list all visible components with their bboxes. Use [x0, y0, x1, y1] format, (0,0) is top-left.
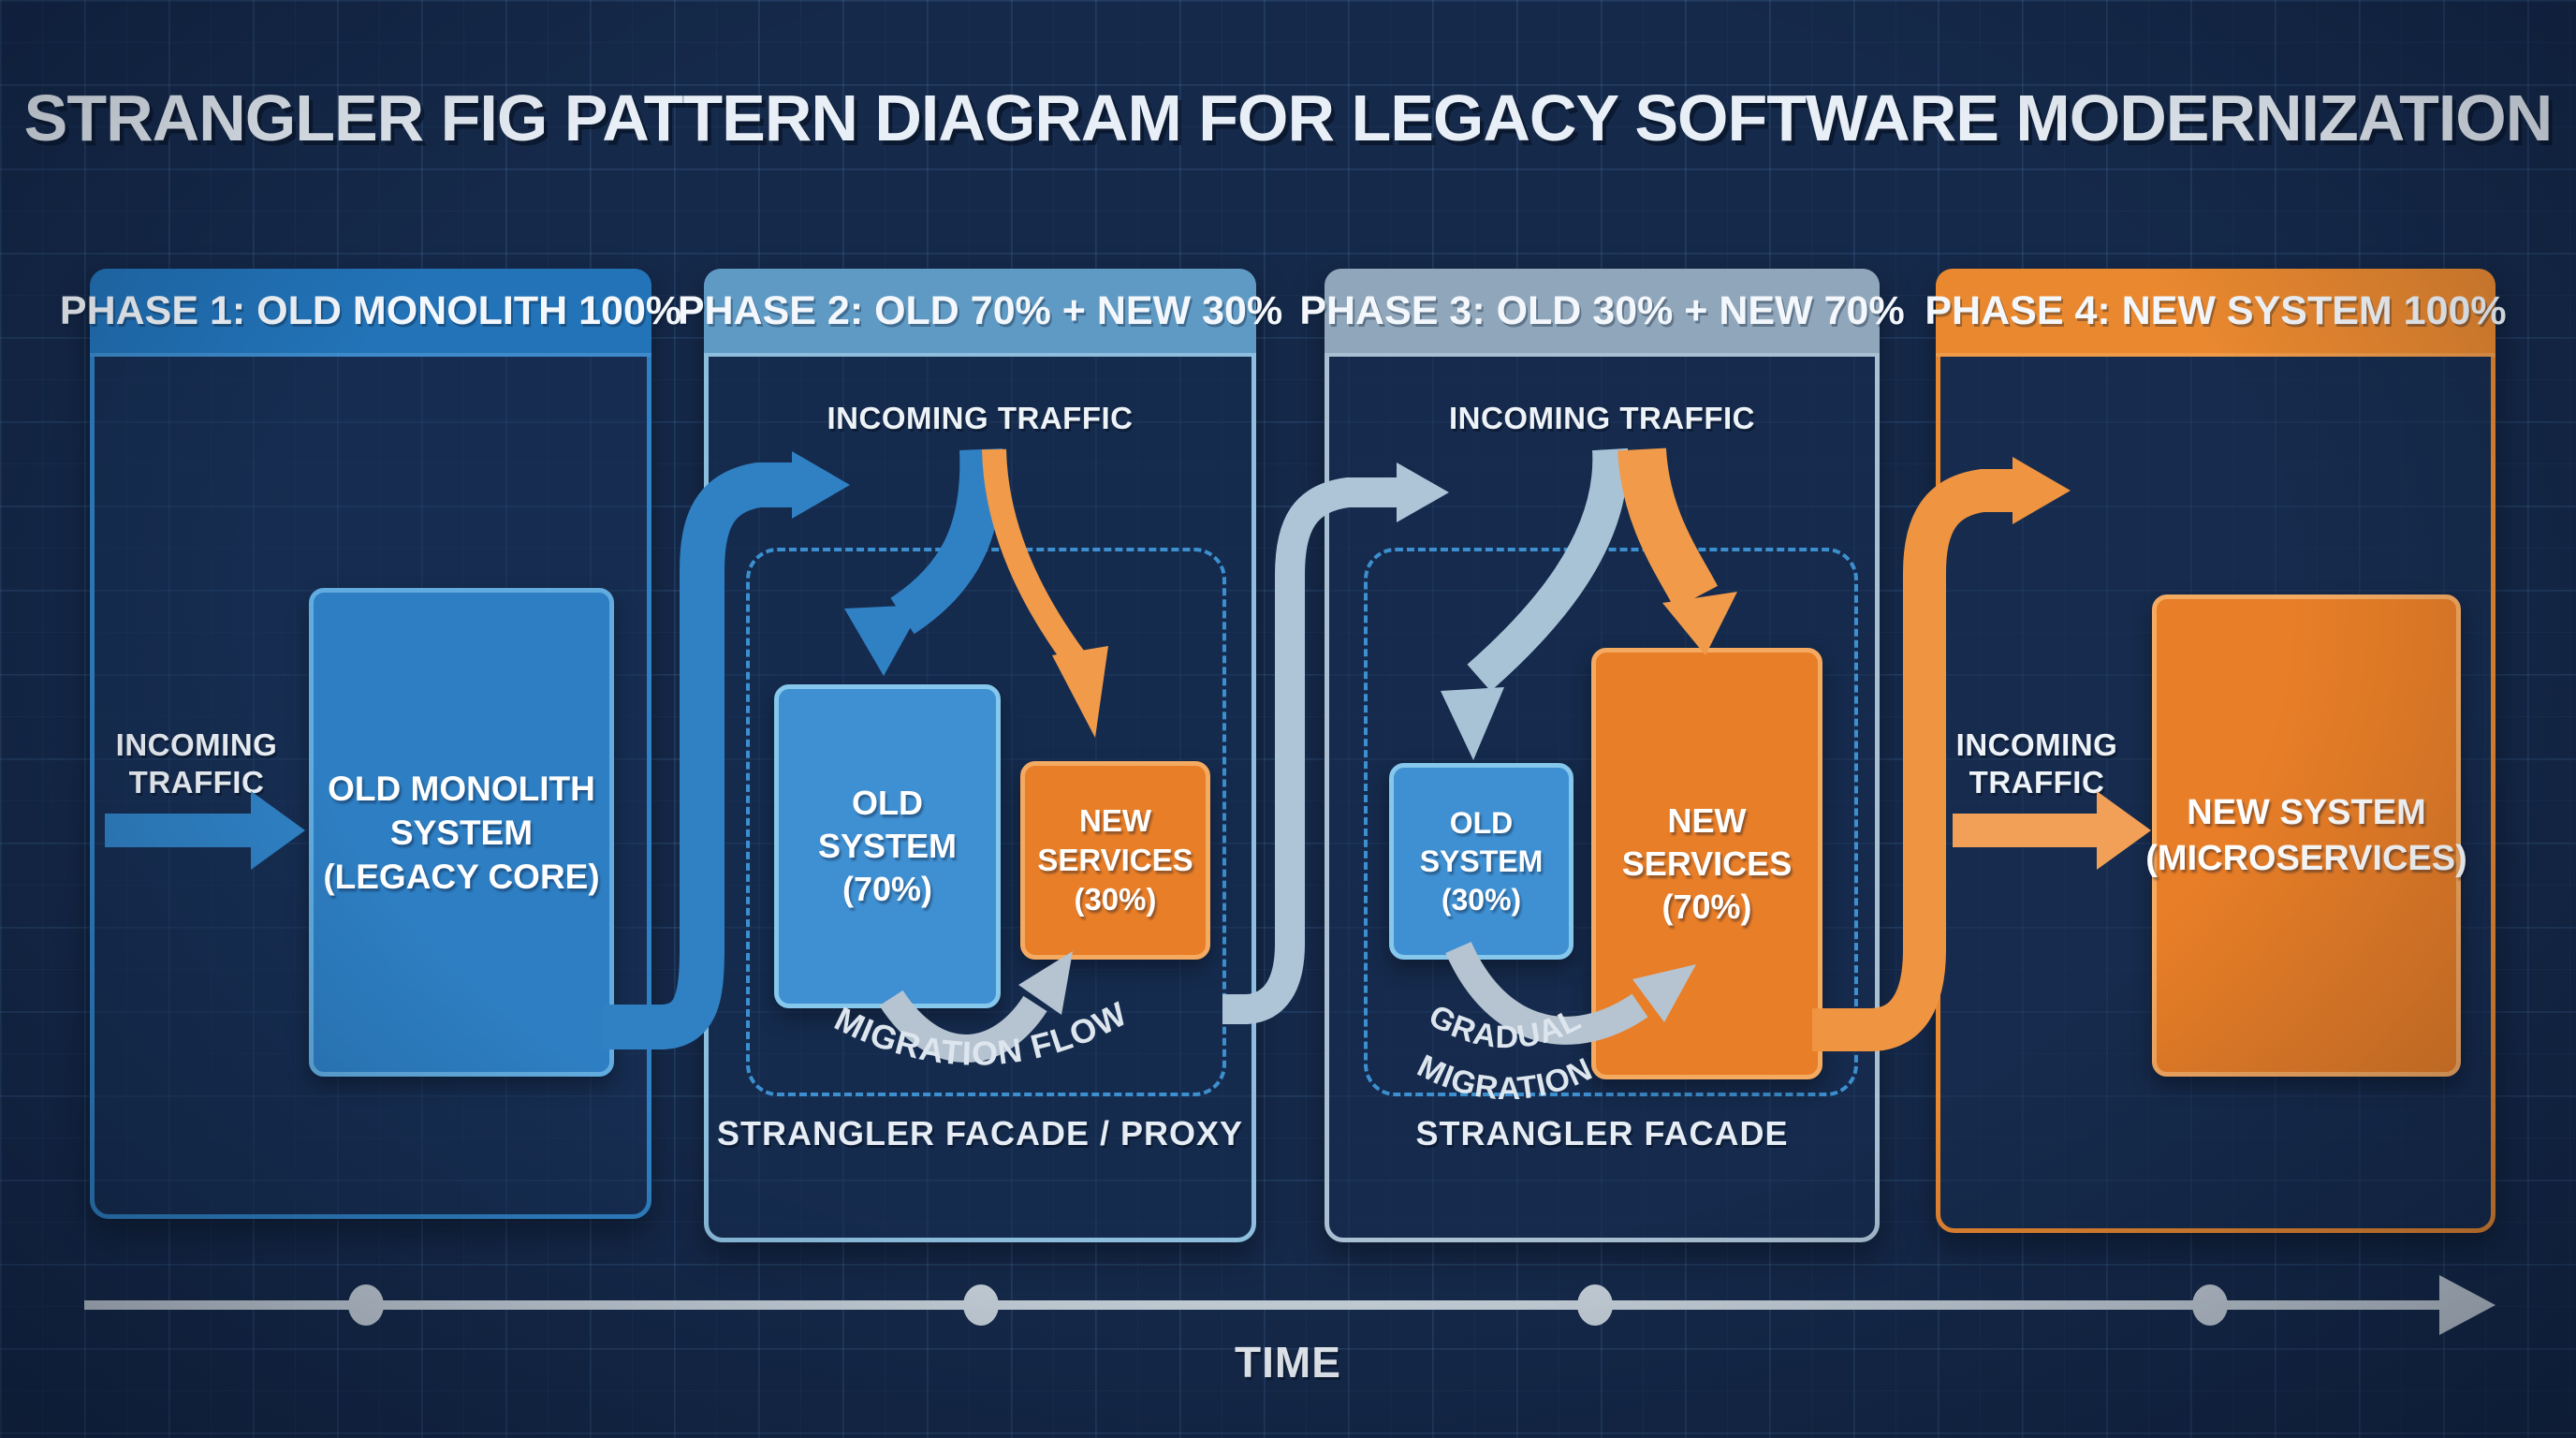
- timeline-arrowhead: [2439, 1275, 2496, 1335]
- phase3-strangler-facade-label: STRANGLER FACADE: [1415, 1114, 1789, 1152]
- phase3-panel: PHASE 3: OLD 30% + NEW 70% INCOMING TRAF…: [1299, 269, 1905, 1242]
- phase4-incoming-traffic-label: INCOMING TRAFFIC: [1955, 727, 2118, 800]
- timeline-time-label: TIME: [1235, 1338, 1341, 1387]
- phase2-panel: PHASE 2: OLD 70% + NEW 30% INCOMING TRAF…: [678, 269, 1282, 1242]
- phase2-old-system-node: OLD SYSTEM (70%): [774, 684, 1001, 1008]
- timeline-dot-phase1: [348, 1284, 384, 1326]
- phase1-incoming-traffic-label: INCOMING TRAFFIC: [115, 727, 278, 800]
- phase3-new-services-node: NEW SERVICES (70%): [1591, 648, 1822, 1079]
- phase1-panel: PHASE 1: OLD MONOLITH 100% INCOMING TRAF…: [60, 269, 681, 1219]
- phase4-header: PHASE 4: NEW SYSTEM 100%: [1925, 269, 2507, 357]
- timeline-dot-phase4: [2192, 1284, 2228, 1326]
- old-monolith-system-node: OLD MONOLITH SYSTEM (LEGACY CORE): [309, 588, 614, 1077]
- phase3-header: PHASE 3: OLD 30% + NEW 70%: [1299, 269, 1905, 357]
- new-system-microservices-node: NEW SYSTEM (MICROSERVICES): [2145, 594, 2467, 1077]
- phase3-old-system-node: OLD SYSTEM (30%): [1389, 763, 1573, 960]
- phase1-header: PHASE 1: OLD MONOLITH 100%: [60, 269, 681, 357]
- phase4-panel: PHASE 4: NEW SYSTEM 100% INCOMING TRAFFI…: [1925, 269, 2507, 1233]
- timeline-dot-phase2: [963, 1284, 999, 1326]
- phase3-incoming-traffic-label: INCOMING TRAFFIC: [1449, 401, 1755, 435]
- phase2-strangler-facade-label: STRANGLER FACADE / PROXY: [716, 1114, 1244, 1152]
- phase2-incoming-traffic-label: INCOMING TRAFFIC: [827, 401, 1134, 435]
- diagram-title: STRANGLER FIG PATTERN DIAGRAM FOR LEGACY…: [23, 81, 2554, 154]
- timeline-axis: [84, 1275, 2496, 1335]
- timeline-dot-phase3: [1577, 1284, 1613, 1326]
- phase2-new-services-node: NEW SERVICES (30%): [1020, 761, 1210, 960]
- phase2-header: PHASE 2: OLD 70% + NEW 30%: [678, 269, 1282, 357]
